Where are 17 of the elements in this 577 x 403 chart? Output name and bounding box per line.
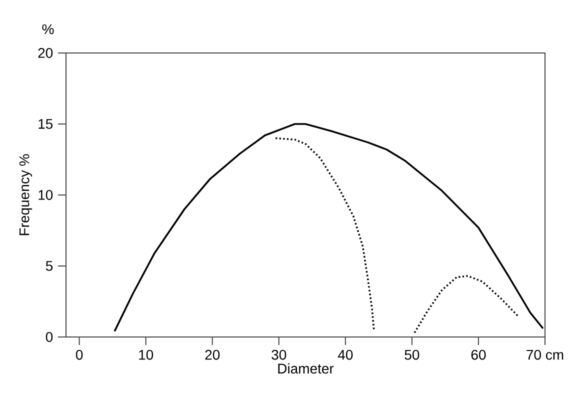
x-tick-label: 50	[404, 350, 420, 360]
x-tick-label: 20	[205, 350, 220, 360]
y-axis-title: Frequency %	[19, 154, 32, 236]
y-tick-label: 20	[38, 48, 53, 58]
y-tick-label: 5	[46, 261, 53, 271]
x-tick-label: 40	[338, 350, 353, 360]
line-series	[114, 123, 544, 332]
x-tick-label: 0	[76, 350, 83, 360]
x-axis-title: Diameter	[278, 363, 334, 374]
x-tick-label: 30	[272, 350, 286, 360]
text: %	[42, 24, 54, 34]
x-tick-label: 60	[471, 350, 486, 360]
y-tick-label: 0	[46, 332, 53, 342]
y-tick-label: 15	[38, 119, 53, 129]
x-tick-label: 70 cm	[526, 350, 564, 360]
y-tick-label: 10	[38, 190, 53, 200]
x-tick-label: 10	[139, 350, 154, 360]
